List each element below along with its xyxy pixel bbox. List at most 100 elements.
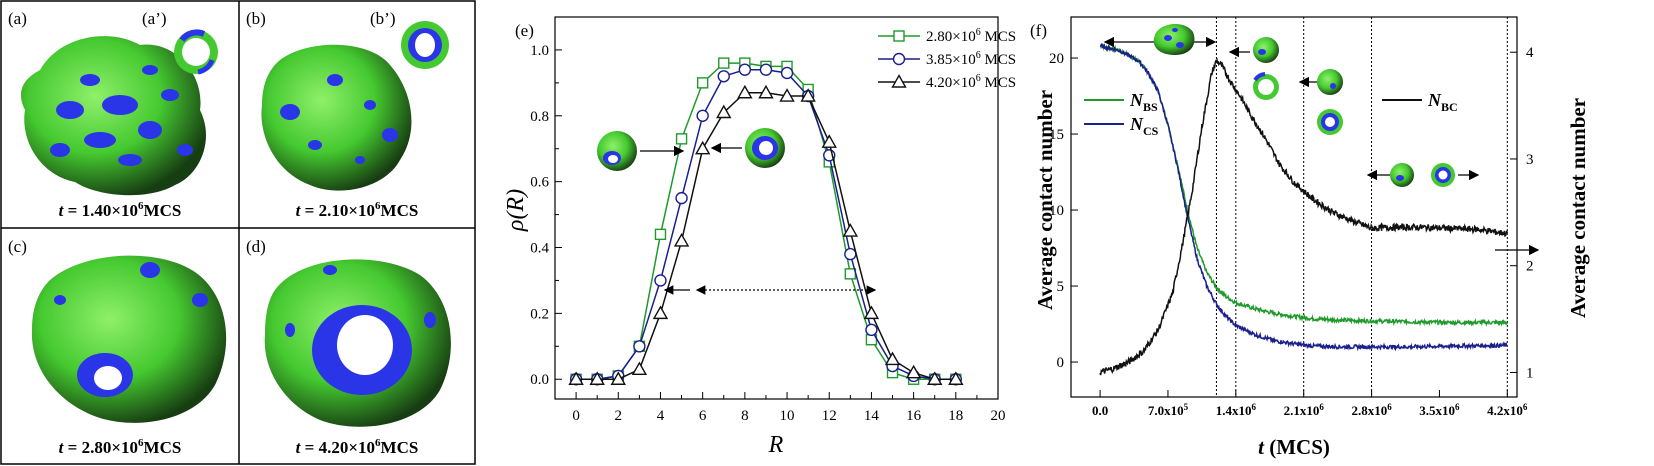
chart-e-marker-square [675,133,688,145]
chart-e-marker-triangle [652,305,669,320]
chart-f-series [1099,42,1509,376]
chart-e-ytick-label: 0.0 [530,372,549,388]
chart-e-xtick-label: 0 [572,408,580,424]
chart-f-ytick-label: 5 [1057,279,1065,295]
inset-b [401,21,449,69]
vesicle-c [31,255,227,423]
chart-e-marker-circle [633,340,646,353]
chart-e-marker-square [718,57,730,69]
panel-a-label: (a) [8,9,27,28]
chart-e-marker-circle [717,70,730,83]
chart-e-xtick-label: 4 [657,408,665,424]
chart-e-ytick-label: 0.4 [530,241,549,257]
chart-f-xtick-label: 2.8x106 [1351,402,1392,418]
chart-e-xtick-label: 12 [822,408,837,424]
chart-f-ytick-right-label: 1 [1526,365,1534,381]
chart-f-series-line-2 [1099,57,1509,376]
chart-f-ytick-right-label: 3 [1526,152,1534,168]
chart-f-ytick-right-label: 4 [1526,45,1534,61]
chart-f-xlabel: t (MCS) [1258,435,1330,459]
panel-b-inset-label: (b’) [370,9,395,28]
chart-e-xtick-label: 18 [948,408,963,424]
chart-e-marker-triangle [863,305,880,320]
chart-e-ytick-label: 0.8 [530,109,549,125]
chart-f-series-line-1 [1099,42,1508,352]
chart-e-xtick-label: 8 [741,408,749,424]
chart-e-marker-circle [865,323,878,337]
vesicle-c-hole [94,366,122,390]
chart-e-legend-label: 4.20×106 MCS [926,73,1016,91]
chart-e-xtick-label: 16 [906,408,922,424]
grid-frame [0,0,476,465]
chart-e-marker-triangle [568,371,584,385]
chart-f-legend-label: NBS [1129,90,1158,114]
chart-f-axes: 0.0 7.0x105 1.4x106 2.1x106 2.8x106 3.5x106 4.… [1049,17,1534,418]
panel-a-inset-label: (a’) [142,9,167,28]
chart-e-marker-triangle [842,223,859,237]
chart-e-marker-triangle [716,104,732,119]
inset-a [174,29,218,75]
chart-f-ytick-label: 20 [1049,51,1064,67]
chart-e-marker-triangle [758,84,774,99]
chart-e-ylabel: ρ(R) [503,189,529,232]
chart-f-ytick-right-label: 2 [1526,259,1534,275]
chart-e-marker-circle [654,274,667,287]
chart-e-series-line-1 [576,68,956,380]
chart-e-marker-square [696,77,709,89]
chart-f-legend-label: NBC [1427,90,1458,114]
caption-b: t = 2.10×106MCS [296,200,419,220]
chart-f-annotations [1103,24,1540,256]
chart-f-ytick-label: 0 [1057,355,1065,371]
chart-f-xtick-label: 1.4x106 [1216,402,1257,418]
chart-f-xtick-label: 4.2x106 [1487,402,1528,418]
chart-e-vesicle-left [597,131,637,171]
panel-e: (e) 0 2 4 6 8 10 12 14 16 18 200.00.20.40.60.81.0 … [503,16,1016,458]
panel-c: (c) t = 2.80×106MCS [8,237,227,457]
vesicle-a [20,36,206,196]
chart-e-xtick-label: 2 [615,408,623,424]
panel-e-label: (e) [515,21,534,40]
panel-d: (d) t = 4.20×106MCS [246,237,451,457]
chart-f-vesicle-2 [1253,37,1279,63]
vesicle-a-patches [50,65,193,166]
chart-e-ytick-label: 0.6 [530,175,549,191]
caption-d: t = 4.20×106MCS [296,437,419,457]
chart-e-marker-circle [759,63,773,76]
panel-b: (b) (b’) t = 2.10×106MCS [246,9,449,220]
chart-f-legend-label: NCS [1129,114,1159,138]
panel-f: (f) 0.0 7.0x105 1.4x106 2.1x106 2.8x106 3.5x1… [1030,16,1590,459]
caption-c: t = 2.80×106MCS [59,437,182,457]
chart-e-xtick-label: 14 [864,408,880,424]
vesicle-d-hole [337,315,393,375]
chart-e-marker-triangle [800,88,816,102]
chart-e-inset-vesicles [597,128,877,295]
chart-e-xtick-label: 10 [780,408,795,424]
chart-e-marker-triangle [631,361,648,376]
chart-f-ytick-label: 10 [1049,203,1064,219]
chart-e-marker-circle [675,191,688,205]
chart-e-marker-circle [738,63,752,76]
chart-e-marker-triangle [948,371,964,385]
chart-e-frame [554,16,999,400]
chart-e-ytick-label: 1.0 [530,43,549,59]
chart-f-ytick-label: 15 [1049,127,1064,143]
chart-f-vesicle-4 [1317,69,1343,95]
chart-e-marker-triangle [589,371,605,385]
chart-e-marker-triangle [905,364,922,379]
chart-e-series-line-0 [576,62,956,380]
chart-f-ylabel: Average contact number [1033,90,1057,310]
chart-f-frame [1070,16,1518,398]
snapshot-grid [0,0,476,465]
chart-e-marker-square [844,268,857,280]
panel-c-label: (c) [8,237,27,256]
chart-e-marker-triangle [927,371,943,385]
chart-e-marker-triangle [610,371,626,385]
chart-e-marker-triangle [891,74,907,88]
chart-e-marker-triangle [673,233,690,247]
chart-f-ylabel-right: Average contact number [1566,98,1590,318]
chart-f-vesicle-6 [1390,163,1414,187]
panel-a: (a) (a’) t = 1.40×106MCS [8,9,218,220]
panel-b-label: (b) [246,9,266,28]
